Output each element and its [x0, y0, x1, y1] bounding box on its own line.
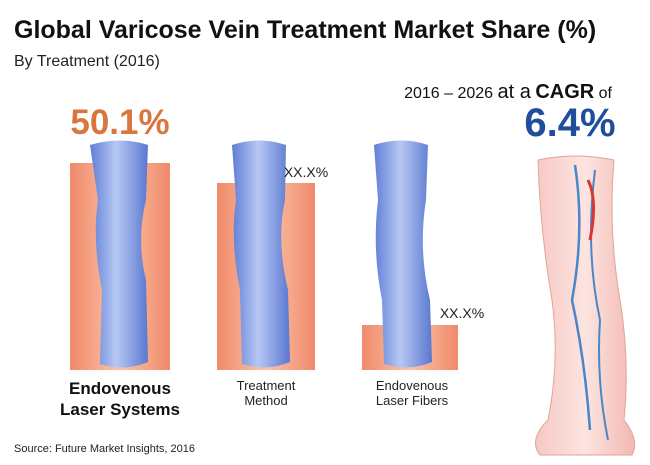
- leg: [535, 155, 636, 456]
- title: Global Varicose Vein Treatment Market Sh…: [14, 16, 596, 44]
- subtitle: By Treatment (2016): [14, 53, 160, 70]
- source: Source: Future Market Insights, 2016: [14, 443, 195, 455]
- value-label: XX.X%: [440, 305, 484, 321]
- leg-vein: [590, 169, 609, 441]
- cagr-line: 2016 – 2026 at a CAGR of: [404, 81, 612, 103]
- leg-vein-red: [586, 179, 595, 241]
- value-label: 50.1%: [70, 103, 169, 142]
- segment-label: Laser Fibers: [376, 393, 449, 408]
- cagr-label: CAGR: [535, 81, 594, 103]
- segment-label: Endovenous: [69, 379, 171, 398]
- segment-label: Treatment: [237, 378, 296, 393]
- cagr-value: 6.4%: [524, 101, 615, 145]
- cagr-period: 2016 – 2026: [404, 85, 493, 102]
- vein: [232, 140, 290, 368]
- cagr-suffix: of: [599, 85, 613, 102]
- segment-label: Laser Systems: [60, 400, 180, 419]
- segment-label: Method: [244, 393, 287, 408]
- segment-label: Endovenous: [376, 378, 449, 393]
- leg-vein: [570, 164, 592, 431]
- value-label: XX.X%: [284, 164, 328, 180]
- vein: [90, 140, 148, 368]
- vein: [374, 140, 432, 368]
- cagr-prefix: at a: [498, 81, 532, 103]
